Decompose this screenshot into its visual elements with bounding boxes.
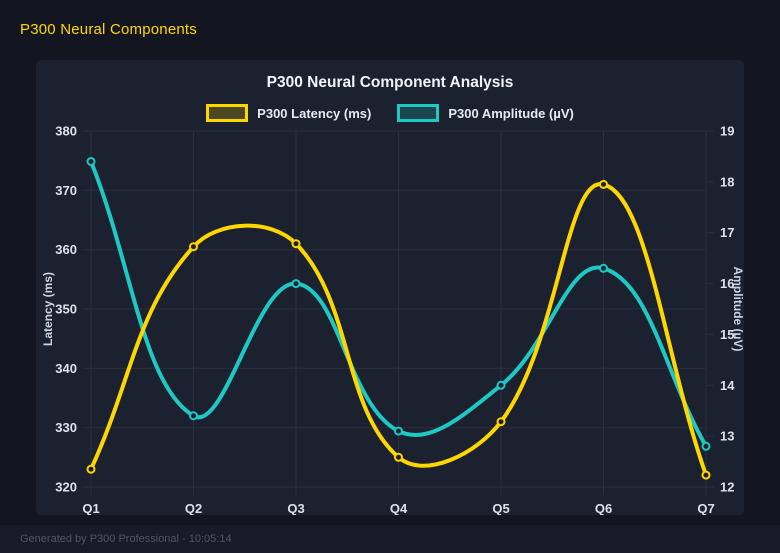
axis-ticks: [83, 130, 714, 495]
legend-item-amplitude[interactable]: P300 Amplitude (µV): [397, 104, 574, 122]
y-left-tick-label: 340: [55, 361, 77, 376]
y-right-tick-label: 14: [720, 378, 735, 393]
legend-swatch: [397, 104, 440, 122]
data-point-amplitude-Q6[interactable]: [599, 263, 608, 273]
series-points-amplitude: [86, 157, 711, 451]
data-point-latency-Q6[interactable]: [599, 179, 608, 189]
y-right-tick-label: 19: [720, 124, 734, 139]
data-point-latency-Q1[interactable]: [86, 464, 96, 474]
y-left-tick-label: 360: [55, 242, 77, 257]
footer-bar: Generated by P300 Professional - 10:05:1…: [0, 525, 780, 553]
chart-legend: P300 Latency (ms) P300 Amplitude (µV): [36, 104, 744, 122]
y-left-axis-title: Latency (ms): [41, 272, 55, 346]
axis-labels: 320 330 340 350 360 370 380 12 13 14 15 16 17 18 19 Q1 Q…: [55, 124, 735, 516]
y-right-tick-label: 13: [720, 429, 734, 444]
data-point-amplitude-Q7[interactable]: [701, 441, 711, 451]
legend-label: P300 Latency (ms): [257, 105, 372, 121]
y-right-tick-label: 16: [720, 276, 734, 291]
y-left-tick-label: 350: [55, 302, 77, 317]
x-tick-label: Q6: [595, 501, 612, 515]
y-right-tick-label: 17: [720, 225, 734, 240]
data-point-latency-Q3[interactable]: [291, 239, 301, 249]
legend-item-latency[interactable]: P300 Latency (ms): [206, 104, 371, 122]
y-left-tick-label: 320: [55, 480, 77, 495]
x-tick-label: Q3: [287, 501, 304, 515]
footer-text: Generated by P300 Professional - 10:05:1…: [20, 533, 232, 545]
x-tick-label: Q1: [82, 501, 99, 515]
series-points-latency: [86, 179, 711, 480]
page-title: P300 Neural Components: [20, 21, 198, 38]
x-tick-label: Q2: [185, 501, 202, 515]
data-point-latency-Q7[interactable]: [701, 470, 711, 480]
chart-plot[interactable]: 320 330 340 350 360 370 380 12 13 14 15 16 17 18 19 Q1 Q…: [36, 60, 744, 516]
x-tick-label: Q7: [697, 501, 714, 515]
data-point-amplitude-Q3[interactable]: [291, 279, 301, 289]
y-right-tick-label: 18: [720, 174, 734, 189]
y-right-tick-label: 15: [720, 327, 734, 342]
y-right-tick-label: 12: [720, 480, 734, 495]
data-point-amplitude-Q4[interactable]: [394, 426, 403, 436]
data-point-latency-Q5[interactable]: [496, 417, 506, 427]
y-left-tick-label: 370: [55, 183, 77, 198]
data-point-latency-Q2[interactable]: [189, 242, 198, 252]
data-point-latency-Q4[interactable]: [394, 452, 403, 462]
y-right-axis-title: Amplitude (µV): [731, 267, 744, 352]
legend-swatch: [206, 104, 249, 122]
y-left-tick-label: 380: [55, 124, 77, 139]
chart-title: P300 Neural Component Analysis: [266, 74, 514, 91]
data-point-amplitude-Q1[interactable]: [86, 157, 96, 166]
legend-label: P300 Amplitude (µV): [448, 105, 574, 121]
y-left-tick-label: 330: [55, 420, 77, 435]
chart-card: P300 Neural Component Analysis P300 Late…: [36, 60, 744, 515]
data-point-amplitude-Q2[interactable]: [189, 411, 198, 421]
data-point-amplitude-Q5[interactable]: [496, 380, 506, 390]
x-tick-label: Q5: [492, 501, 509, 515]
x-tick-label: Q4: [390, 501, 408, 515]
